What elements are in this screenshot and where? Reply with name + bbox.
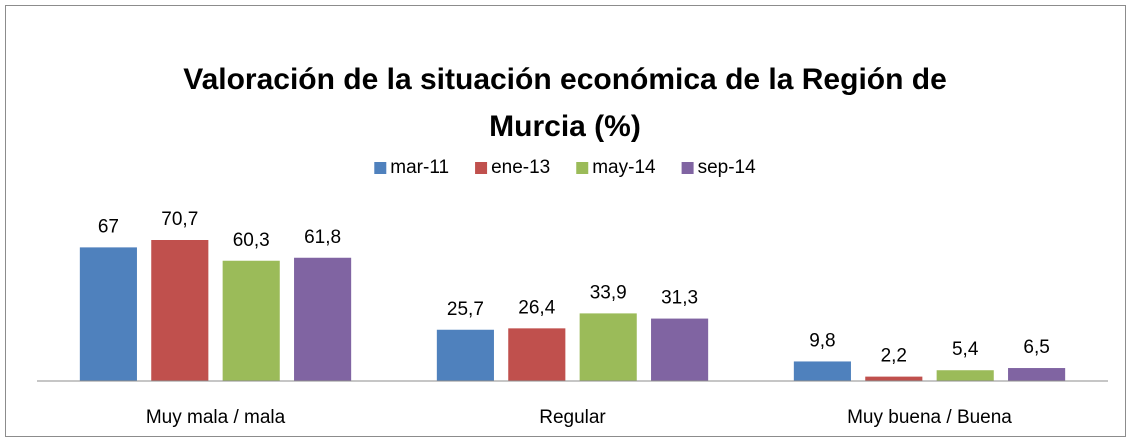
chart-title: Valoración de la situación económica de … xyxy=(183,63,947,143)
legend-swatch xyxy=(374,162,387,174)
legend-label: ene-13 xyxy=(491,157,550,178)
legend-swatch xyxy=(475,162,488,174)
legend-label: may-14 xyxy=(592,157,656,178)
legend-label: sep-14 xyxy=(698,157,757,178)
bar xyxy=(1008,368,1066,381)
bar xyxy=(865,376,923,381)
value-label: 9,8 xyxy=(809,330,835,351)
value-label: 60,3 xyxy=(233,230,270,251)
value-label: 5,4 xyxy=(952,339,979,360)
bar xyxy=(936,370,994,381)
value-label: 61,8 xyxy=(304,227,341,248)
bar xyxy=(436,329,494,381)
bar xyxy=(508,328,566,381)
bar xyxy=(651,318,709,381)
bar xyxy=(793,361,851,381)
value-label: 31,3 xyxy=(661,288,698,309)
x-tick-label: Muy mala / mala xyxy=(146,407,286,428)
value-label: 6,5 xyxy=(1023,337,1049,358)
value-label: 26,4 xyxy=(518,297,555,318)
legend-swatch xyxy=(576,162,589,174)
value-label: 2,2 xyxy=(881,346,907,367)
bar xyxy=(79,247,137,381)
value-label: 33,9 xyxy=(590,282,627,303)
value-label: 67 xyxy=(98,216,119,237)
value-label: 25,7 xyxy=(447,299,484,320)
x-tick-label: Muy buena / Buena xyxy=(847,407,1012,428)
value-label: 70,7 xyxy=(161,209,198,230)
bar xyxy=(222,260,280,381)
x-tick-label: Regular xyxy=(539,407,606,428)
bar xyxy=(579,313,637,381)
legend-label: mar-11 xyxy=(390,157,449,178)
bar xyxy=(151,240,209,381)
bar xyxy=(294,257,352,381)
legend-swatch xyxy=(681,162,694,174)
